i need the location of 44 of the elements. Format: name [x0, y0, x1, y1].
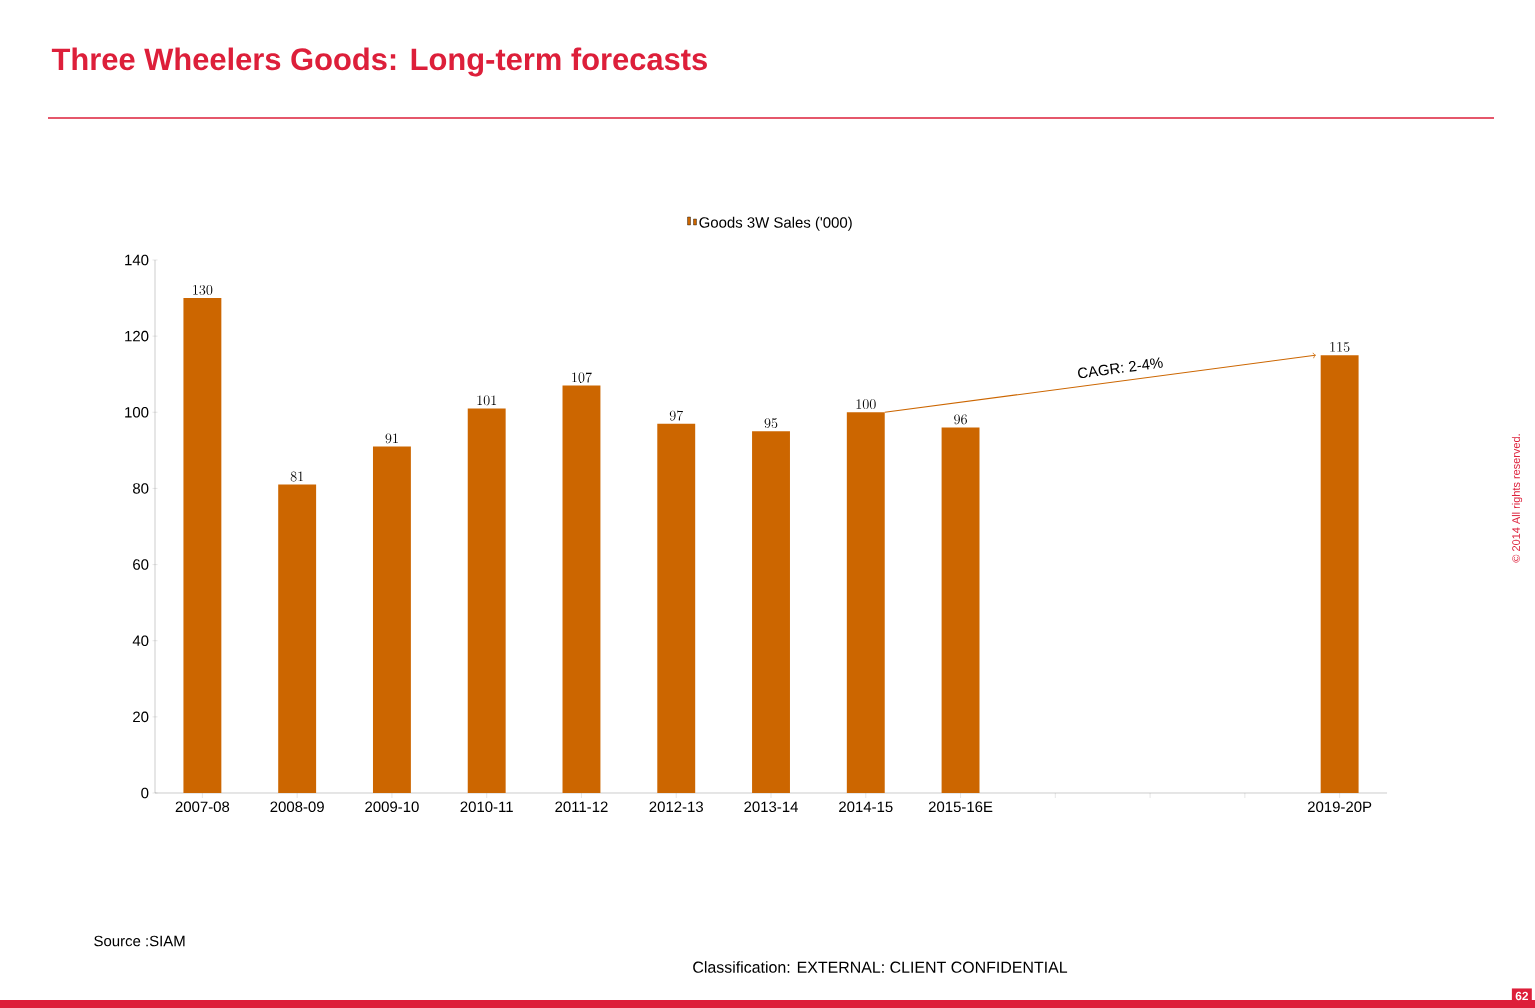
x-tick-label: 2019-20P	[1307, 801, 1372, 813]
y-tick-label: 80	[133, 483, 149, 494]
bar	[467, 408, 506, 793]
y-tick-label: 0	[141, 787, 149, 799]
source-note: Source :SIAM	[94, 935, 185, 947]
data-label: 130	[193, 285, 213, 295]
data-label: 95	[764, 418, 778, 429]
bar	[941, 427, 980, 793]
x-tick-label: 2015-16E	[928, 801, 993, 813]
bar	[752, 431, 790, 793]
y-tick-label: 20	[133, 711, 149, 723]
x-tick-label: 2014-15	[839, 801, 893, 813]
x-tick-label: 2007-08	[175, 801, 230, 813]
chart-title: Three Wheelers Goods: Long-term forecasts	[51, 47, 707, 77]
text: Classification: EXTERNAL: CLIENT CONFIDENTIAL	[693, 961, 1068, 973]
data-label: 101	[477, 395, 497, 406]
x-tick-label: 2011-12	[555, 801, 608, 813]
y-tick-label: 60	[133, 559, 149, 570]
y-tick-label: 120	[125, 330, 149, 342]
y-tick-label: 100	[125, 406, 149, 418]
y-tick-label: 140	[125, 254, 149, 266]
x-tick-label: 2010-11	[460, 801, 513, 813]
legend-label: Goods 3W Sales ('000)	[699, 216, 852, 231]
x-tick-label: 2012-13	[649, 801, 703, 813]
y-tick-label: 40	[132, 635, 149, 646]
x-tick-label: 2009-10	[365, 801, 419, 813]
data-label: 81	[290, 471, 304, 482]
data-label: 91	[385, 433, 398, 444]
data-label: 97	[669, 410, 684, 421]
bar	[562, 385, 601, 793]
annotation: CAGR: 2-4%	[1078, 357, 1163, 379]
data-label: 100	[856, 399, 876, 410]
text: 62	[1515, 991, 1529, 1001]
data-label: 115	[1330, 342, 1350, 352]
bar	[278, 484, 317, 793]
bar	[372, 446, 411, 793]
data-label: 107	[572, 372, 592, 383]
bar	[1320, 355, 1359, 793]
data-label: 96	[954, 414, 967, 425]
text: © 2014 All rights reserved.	[1511, 434, 1523, 563]
bar	[183, 298, 222, 793]
x-tick-label: 2013-14	[744, 801, 798, 813]
bar	[657, 423, 696, 793]
x-tick-label: 2008-09	[270, 801, 324, 813]
